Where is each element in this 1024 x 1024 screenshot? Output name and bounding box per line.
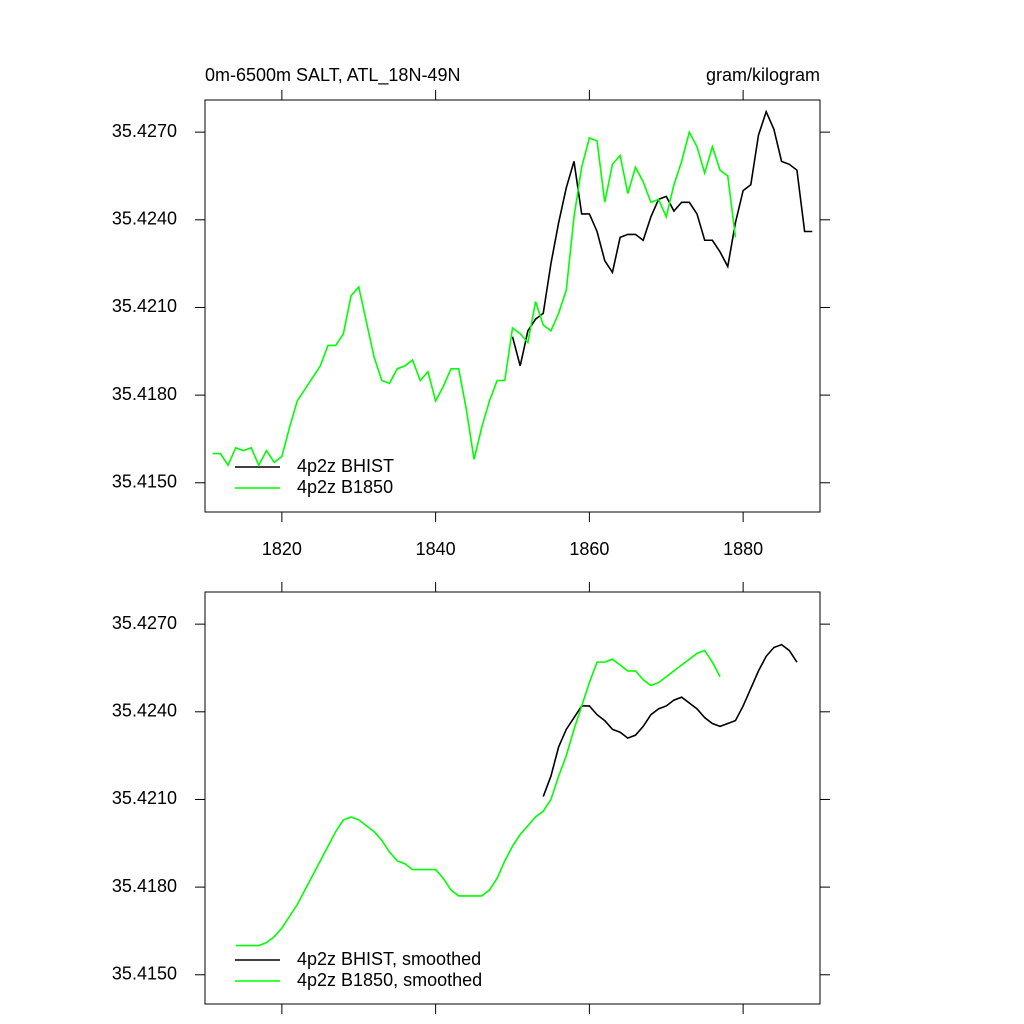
legend-label: 4p2z BHIST	[297, 456, 394, 476]
legend-label: 4p2z B1850	[297, 477, 393, 497]
y-tick-label: 35.4270	[112, 121, 177, 141]
x-tick-label: 1840	[416, 539, 456, 559]
data-line	[542, 643, 798, 797]
plot-frame	[204, 99, 821, 513]
y-tick-label: 35.4270	[112, 613, 177, 633]
y-tick-label: 35.4240	[112, 701, 177, 721]
data-line	[511, 109, 813, 367]
y-tick-label: 35.4180	[112, 876, 177, 896]
chart-title: 0m-6500m SALT, ATL_18N-49N	[205, 65, 460, 86]
plot-frame	[204, 591, 821, 1005]
data-line	[212, 129, 737, 468]
legend-label: 4p2z BHIST, smoothed	[297, 949, 481, 969]
y-tick-label: 35.4180	[112, 384, 177, 404]
data-line	[235, 649, 721, 947]
x-tick-label: 1880	[723, 539, 763, 559]
y-tick-label: 35.4150	[112, 472, 177, 492]
units-label: gram/kilogram	[706, 65, 820, 85]
y-tick-label: 35.4210	[112, 788, 177, 808]
x-tick-label: 1820	[262, 539, 302, 559]
y-tick-label: 35.4240	[112, 209, 177, 229]
y-tick-label: 35.4210	[112, 296, 177, 316]
legend-label: 4p2z B1850, smoothed	[297, 970, 482, 990]
x-tick-label: 1860	[569, 539, 609, 559]
y-tick-label: 35.4150	[112, 964, 177, 984]
